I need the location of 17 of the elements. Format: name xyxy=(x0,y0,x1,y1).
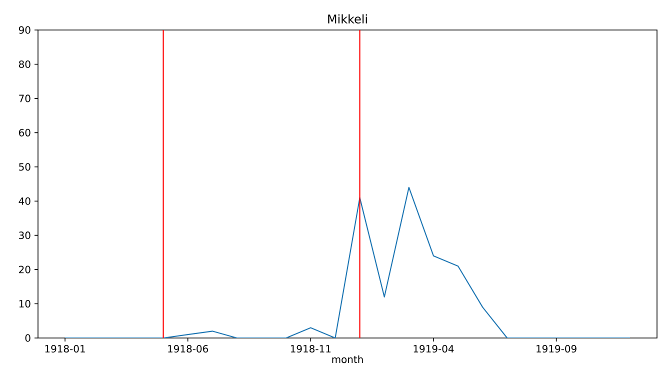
y-tick-label: 60 xyxy=(19,128,30,136)
y-tick-label: 10 xyxy=(19,300,30,308)
x-tick-label: 1919-04 xyxy=(414,345,454,353)
y-tick-label: 90 xyxy=(18,26,30,34)
x-tick-label: 1919-09 xyxy=(536,345,576,353)
x-tick-label: 1918-01 xyxy=(45,345,85,353)
y-tick-label: 20 xyxy=(19,266,30,274)
x-tick-label: 1918-11 xyxy=(290,345,331,353)
y-tick-label: 80 xyxy=(18,60,30,68)
y-tick-label: 40 xyxy=(18,197,30,205)
x-axis-title: month xyxy=(332,355,363,364)
y-tick-label: 0 xyxy=(25,334,30,342)
y-tick-label: 30 xyxy=(19,232,30,240)
y-tick-label: 70 xyxy=(19,94,30,102)
chart-title: Mikkeli xyxy=(328,14,367,24)
x-tick-label: 1918-06 xyxy=(168,345,208,353)
y-tick-label: 50 xyxy=(19,163,30,171)
